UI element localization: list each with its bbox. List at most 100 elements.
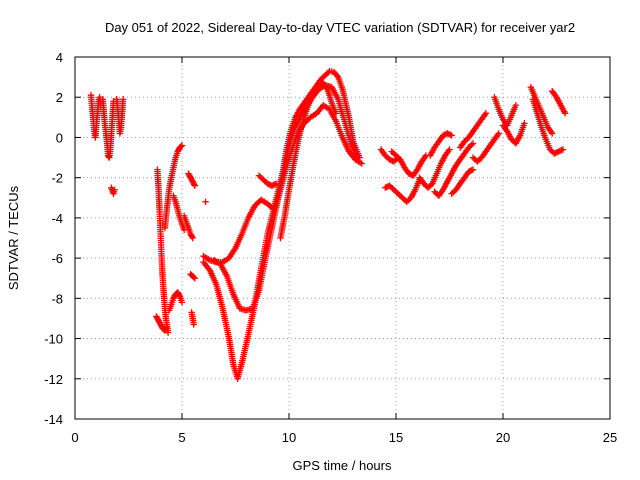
series-arc-w bbox=[416, 146, 453, 191]
series-arc-d bbox=[108, 184, 118, 197]
chart-title: Day 051 of 2022, Sidereal Day-to-day VTE… bbox=[105, 20, 575, 35]
data-point bbox=[555, 148, 562, 155]
series-arc-ab bbox=[469, 130, 502, 165]
data-point bbox=[119, 96, 127, 103]
x-tick-label: 20 bbox=[496, 430, 510, 445]
data-point bbox=[559, 146, 567, 153]
data-point bbox=[405, 170, 413, 177]
data-point bbox=[439, 132, 447, 139]
data-point bbox=[466, 167, 474, 175]
data-point bbox=[448, 132, 455, 139]
data-point bbox=[163, 323, 171, 330]
data-point bbox=[191, 182, 199, 189]
series-arc-k bbox=[185, 170, 199, 189]
data-point bbox=[332, 110, 340, 117]
series-arc-ac bbox=[491, 94, 520, 129]
data-point bbox=[469, 166, 477, 173]
data-point bbox=[468, 167, 475, 174]
data-point bbox=[271, 181, 278, 188]
data-marks bbox=[87, 67, 569, 382]
series-arc-s bbox=[255, 172, 280, 189]
data-point bbox=[444, 130, 451, 137]
series-arc-r bbox=[277, 79, 340, 242]
plot-frame bbox=[74, 56, 611, 420]
series-arc-h bbox=[165, 289, 186, 314]
series-arc-ad bbox=[499, 120, 528, 147]
series-arc-v bbox=[382, 176, 423, 205]
series-arc-j bbox=[180, 212, 196, 242]
series-arc-i bbox=[170, 192, 188, 234]
data-point bbox=[315, 81, 323, 89]
data-point bbox=[558, 146, 565, 154]
y-tick-labels: 4 2 0 -2 -4 -6 -8 -10 -12 -14 bbox=[44, 50, 63, 427]
data-point bbox=[549, 130, 556, 137]
y-tick-label: 4 bbox=[56, 50, 63, 65]
y-tick-label: 0 bbox=[56, 130, 63, 145]
series-arc-b bbox=[99, 96, 117, 161]
data-point bbox=[382, 184, 389, 191]
y-tick-label: -2 bbox=[51, 171, 63, 186]
x-tick-label: 25 bbox=[603, 430, 617, 445]
data-point bbox=[272, 180, 280, 187]
data-point bbox=[389, 157, 396, 165]
y-tick-label: -12 bbox=[44, 372, 63, 387]
data-point bbox=[551, 150, 558, 157]
x-tick-labels: 0 5 10 15 20 25 bbox=[71, 430, 617, 445]
data-point bbox=[175, 291, 183, 299]
data-point bbox=[111, 186, 118, 193]
series-arc-l bbox=[187, 271, 199, 282]
series-arc-m bbox=[188, 309, 197, 328]
data-point bbox=[264, 180, 271, 187]
data-point bbox=[190, 181, 198, 188]
series-arc-x bbox=[427, 130, 455, 159]
y-tick-label: 2 bbox=[56, 90, 63, 105]
data-point bbox=[325, 69, 332, 76]
y-tick-label: -4 bbox=[51, 211, 63, 226]
y-tick-label: -10 bbox=[44, 332, 63, 347]
data-point bbox=[468, 141, 475, 149]
data-point bbox=[495, 130, 502, 137]
data-point bbox=[178, 299, 186, 306]
data-point bbox=[386, 156, 393, 163]
data-point bbox=[441, 131, 448, 138]
data-point bbox=[189, 234, 196, 242]
data-point bbox=[358, 160, 365, 167]
x-axis-title: GPS time / hours bbox=[293, 458, 392, 473]
data-point bbox=[190, 321, 197, 328]
data-point bbox=[384, 183, 392, 190]
series-arc-ag bbox=[549, 87, 569, 117]
data-point bbox=[512, 102, 520, 109]
data-point bbox=[447, 131, 454, 138]
data-point bbox=[270, 181, 277, 189]
series-arc-g bbox=[161, 142, 186, 232]
y-tick-label: -14 bbox=[44, 412, 63, 427]
data-point bbox=[552, 149, 559, 157]
series-arc-y bbox=[431, 140, 477, 199]
series-arc-af bbox=[529, 96, 567, 157]
series-arc-c bbox=[113, 96, 127, 137]
axis-ticks bbox=[74, 56, 611, 420]
x-tick-label: 0 bbox=[71, 430, 78, 445]
y-tick-label: -8 bbox=[51, 291, 63, 306]
data-point bbox=[465, 168, 472, 175]
data-point bbox=[202, 198, 209, 205]
series-arc-f bbox=[153, 313, 171, 334]
data-point bbox=[482, 110, 490, 117]
data-point bbox=[177, 143, 185, 150]
data-point bbox=[561, 110, 569, 117]
data-point bbox=[427, 181, 435, 189]
series-arc-n bbox=[202, 198, 209, 205]
data-point bbox=[191, 275, 199, 282]
x-tick-label: 5 bbox=[178, 430, 185, 445]
data-point bbox=[445, 130, 452, 138]
series-arc-aa bbox=[457, 110, 490, 151]
data-point bbox=[178, 142, 186, 149]
y-axis-title: SDTVAR / TECUs bbox=[6, 185, 21, 290]
series-arc-z bbox=[448, 166, 477, 197]
data-point bbox=[163, 324, 170, 332]
data-point bbox=[556, 147, 564, 155]
data-point bbox=[164, 329, 172, 336]
data-point bbox=[268, 182, 276, 189]
